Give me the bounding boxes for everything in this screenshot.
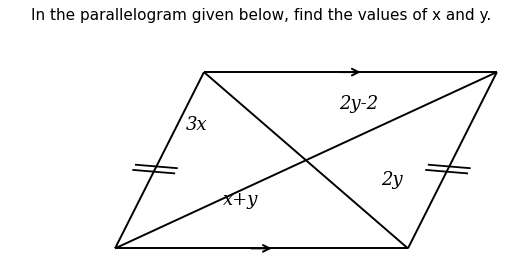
- Text: x+y: x+y: [223, 191, 258, 208]
- Text: 2y-2: 2y-2: [338, 95, 378, 113]
- Text: 2y: 2y: [381, 171, 403, 189]
- Text: 3x: 3x: [185, 116, 207, 134]
- Text: In the parallelogram given below, find the values of x and y.: In the parallelogram given below, find t…: [31, 8, 492, 23]
